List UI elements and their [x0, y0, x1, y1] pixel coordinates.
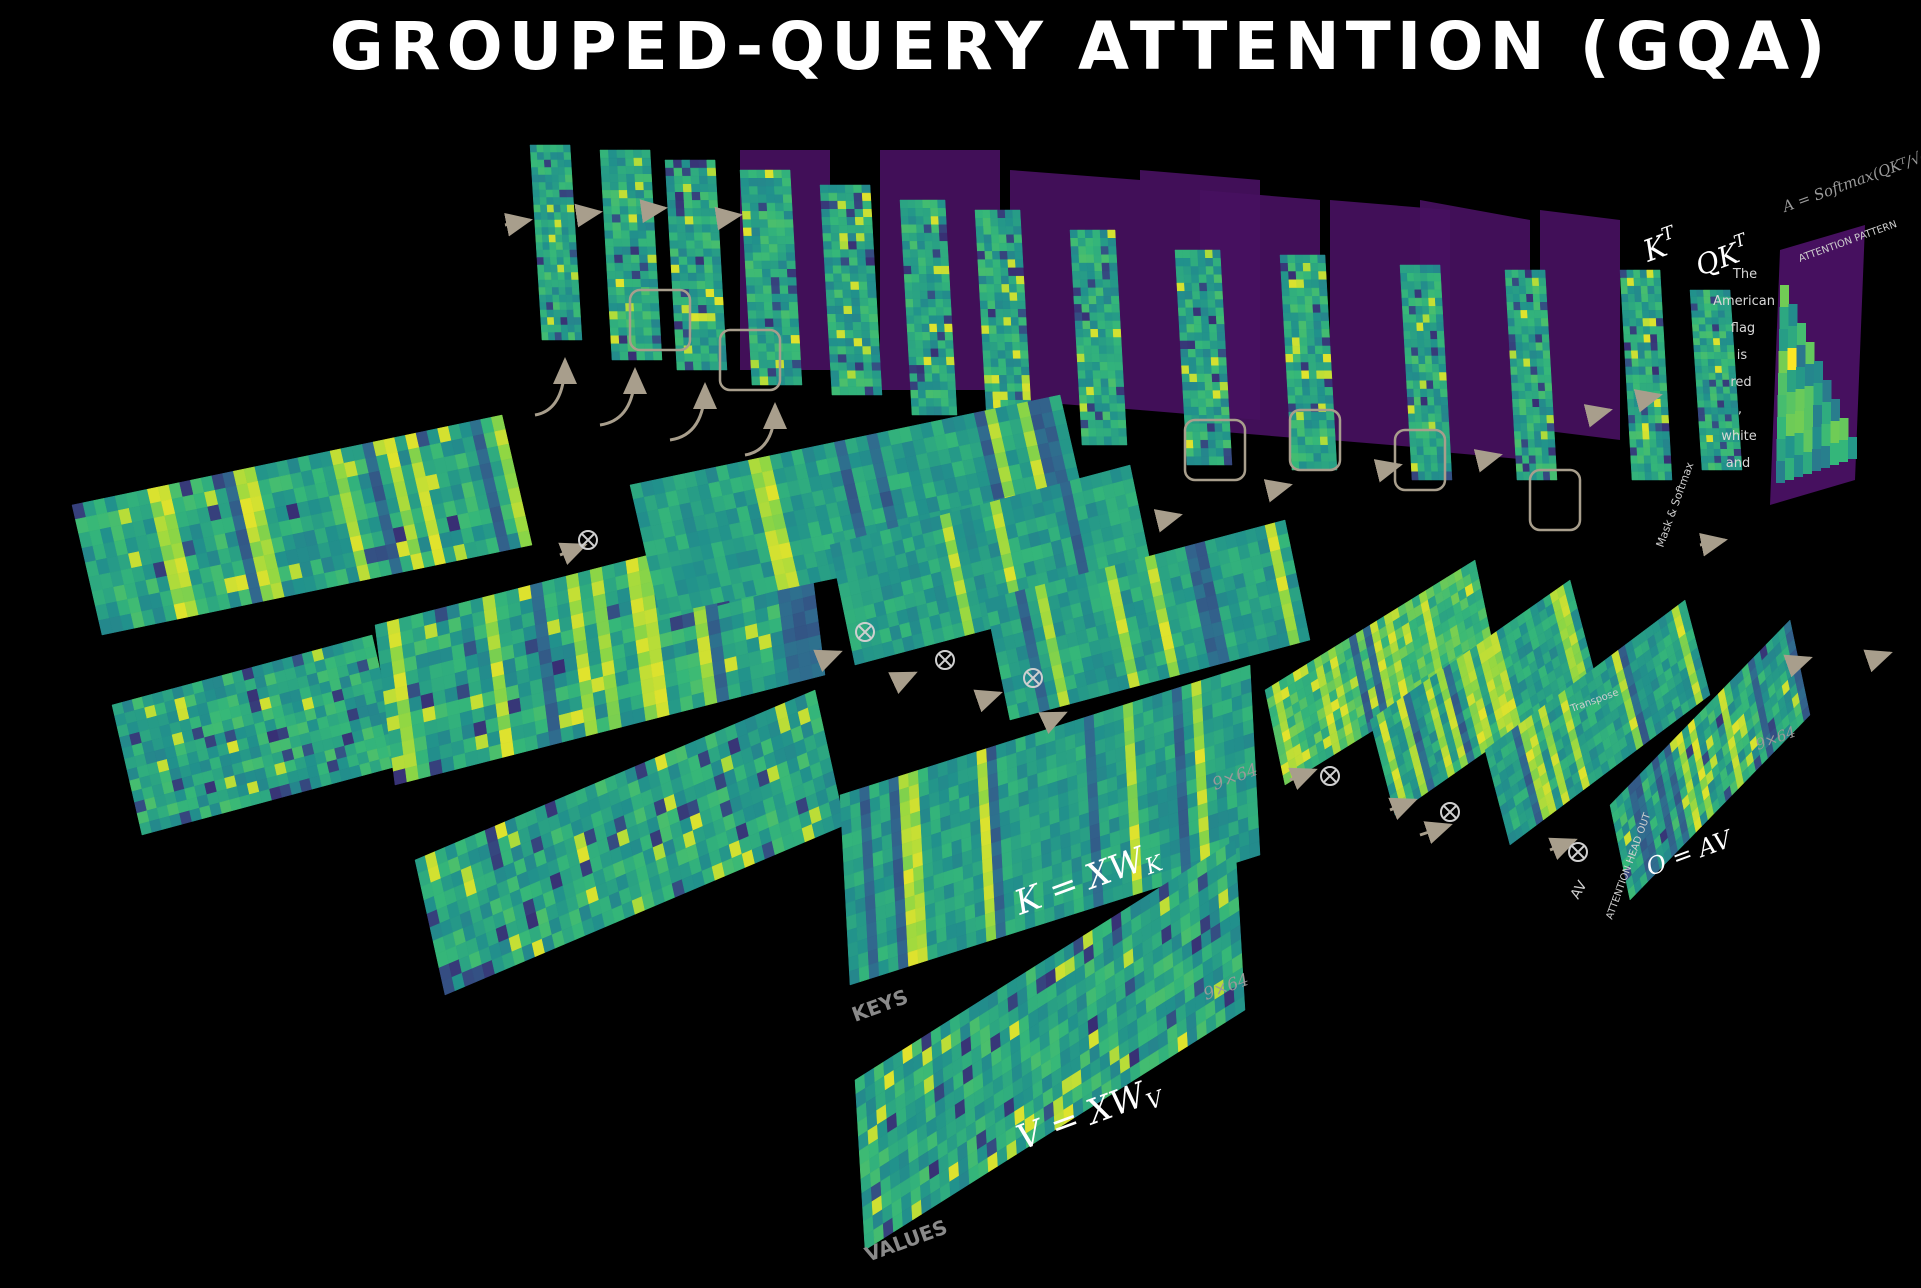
mid-matrix-3 — [984, 519, 1311, 721]
arrow-6 — [669, 382, 717, 442]
score-panel-7 — [1540, 210, 1620, 440]
token-0: The — [1732, 267, 1757, 282]
diagram-title: GROUPED-QUERY ATTENTION (GQA) — [329, 8, 1832, 85]
query-strip-10 — [1399, 264, 1453, 481]
bright-matrix — [1264, 559, 1496, 786]
multiply-icon — [1440, 802, 1460, 822]
query-strip-3 — [739, 169, 803, 386]
keys-label: KEYS — [849, 984, 912, 1026]
arrow-19 — [1783, 654, 1813, 678]
av-label: AV — [1568, 878, 1591, 902]
token-1: American — [1713, 294, 1775, 309]
loop-5 — [1528, 468, 1582, 532]
arrow-17 — [1633, 389, 1663, 413]
arrow-22 — [1473, 449, 1503, 473]
multiply-icon — [1023, 668, 1043, 688]
transposed-matrix — [1484, 599, 1711, 846]
query-projection-1 — [111, 634, 403, 836]
token-5: , — [1738, 402, 1742, 417]
arrow-15 — [1419, 821, 1453, 844]
arrow-25 — [1153, 509, 1183, 533]
loop-4 — [1393, 428, 1447, 492]
multiply-icon — [855, 622, 875, 642]
arrow-16 — [1548, 837, 1578, 861]
attention-pattern — [1770, 225, 1865, 505]
value-matrix — [854, 839, 1246, 1251]
arrow-9 — [813, 649, 843, 673]
arrow-20 — [1863, 649, 1893, 673]
multiply-icon — [935, 650, 955, 670]
token-6: white — [1721, 429, 1757, 444]
arrow-18 — [1699, 532, 1728, 557]
token-2: flag — [1731, 321, 1755, 336]
key-matrix — [839, 664, 1261, 986]
arrow-10 — [888, 671, 918, 695]
arrow-5 — [599, 367, 647, 427]
loop-1 — [718, 328, 782, 392]
arrow-23 — [1373, 459, 1403, 483]
token-3: is — [1737, 348, 1748, 363]
attention-out-matrix — [1609, 619, 1811, 901]
arrow-0 — [504, 212, 533, 237]
flow-arrows — [504, 199, 1893, 861]
query-strip-5 — [899, 199, 958, 416]
query-strip-8 — [1174, 249, 1233, 466]
arrow-4 — [534, 357, 577, 417]
token-list: The American flag is red, white and — [1713, 267, 1775, 471]
token-4: red — [1730, 375, 1751, 390]
query-strip-9 — [1279, 254, 1338, 471]
multiply-icon — [1320, 766, 1340, 786]
embedding-matrix-top — [71, 414, 533, 636]
query-projection-3 — [414, 689, 846, 996]
loop-0 — [628, 288, 692, 352]
arrow-1 — [574, 203, 603, 228]
softmax-equation: A = Softmax(QKᵀ/√d) — [1778, 144, 1921, 217]
arrow-21 — [1583, 404, 1613, 428]
query-strip-13 — [1689, 289, 1743, 471]
loop-3 — [1288, 408, 1342, 472]
query-strip-4 — [819, 184, 883, 396]
right-matrix — [1369, 579, 1596, 816]
input-projection-group — [71, 394, 1811, 1251]
operator-glyphs — [578, 530, 1588, 862]
arrow-3 — [714, 206, 743, 231]
arrow-12 — [1038, 711, 1068, 735]
arrow-11 — [973, 689, 1003, 713]
kt-label: KT — [1638, 221, 1679, 270]
query-strip-0 — [529, 144, 583, 341]
multiply-icon — [1568, 842, 1588, 862]
query-strip-11 — [1504, 269, 1558, 481]
multiply-icon — [578, 530, 598, 550]
query-strip-12 — [1619, 269, 1673, 481]
token-7: and — [1726, 456, 1750, 471]
arrow-7 — [744, 402, 787, 457]
arrow-2 — [639, 199, 668, 224]
loop-2 — [1183, 418, 1247, 482]
arrow-24 — [1263, 479, 1293, 503]
arrow-14 — [1388, 797, 1418, 821]
query-strip-7 — [1069, 229, 1128, 446]
query-strip-2 — [664, 159, 728, 371]
arrow-13 — [1288, 767, 1318, 791]
attention-heads-group — [529, 144, 1865, 505]
